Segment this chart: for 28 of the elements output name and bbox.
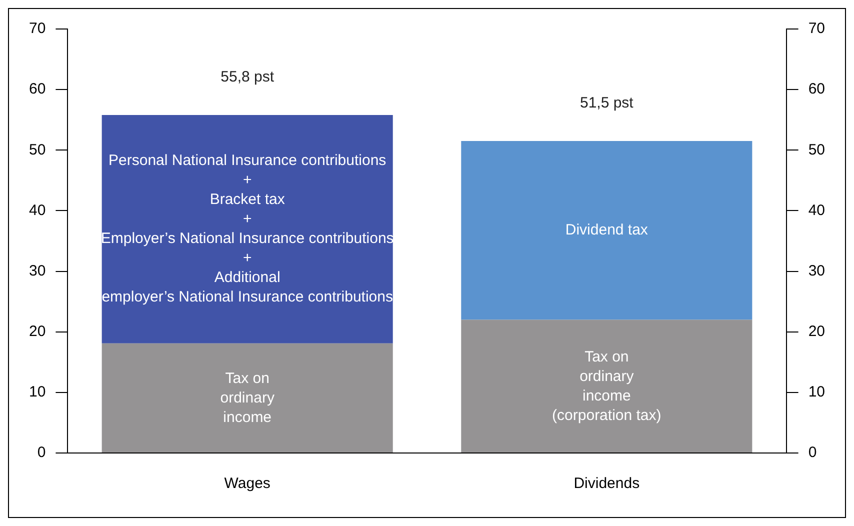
bar <box>461 320 752 452</box>
bar <box>461 141 752 320</box>
y-tick-label: 20 <box>28 323 46 340</box>
annotation: Personal National Insurance contributions + Bracket tax + Employer’s National Insurance contributions + Additional employer’s National Insurance contributions <box>100 152 394 306</box>
bar <box>102 343 393 452</box>
y2-tick-label: 40 <box>808 202 826 219</box>
total-label: 55,8 pst <box>220 68 275 86</box>
y-tick-label: 50 <box>28 141 46 158</box>
y2-tick-label: 30 <box>808 262 826 280</box>
y-tick-label: 0 <box>37 444 46 462</box>
y2-tick-label: 10 <box>808 384 826 401</box>
y-tick-label: 40 <box>28 202 46 219</box>
y-tick-label: 60 <box>28 80 46 98</box>
annotation: Tax on ordinary income (corporation tax) <box>552 348 662 424</box>
y-tick-label: 30 <box>28 262 46 280</box>
y2-tick-label: 50 <box>808 141 826 158</box>
x-tick-label: Dividends <box>574 475 640 492</box>
total-label: 51,5 pst <box>580 94 634 112</box>
annotation: Tax on ordinary income <box>220 370 275 426</box>
y2-tick-label: 0 <box>808 444 817 462</box>
y-tick-label: 10 <box>28 384 46 401</box>
bar <box>102 115 393 344</box>
y2-tick-label: 70 <box>808 20 826 38</box>
y2-tick-label: 20 <box>808 323 826 340</box>
x-tick-label: Wages <box>224 475 270 492</box>
annotation: Dividend tax <box>565 222 648 239</box>
y2-tick-label: 60 <box>808 80 826 98</box>
y-tick-label: 70 <box>28 20 46 38</box>
